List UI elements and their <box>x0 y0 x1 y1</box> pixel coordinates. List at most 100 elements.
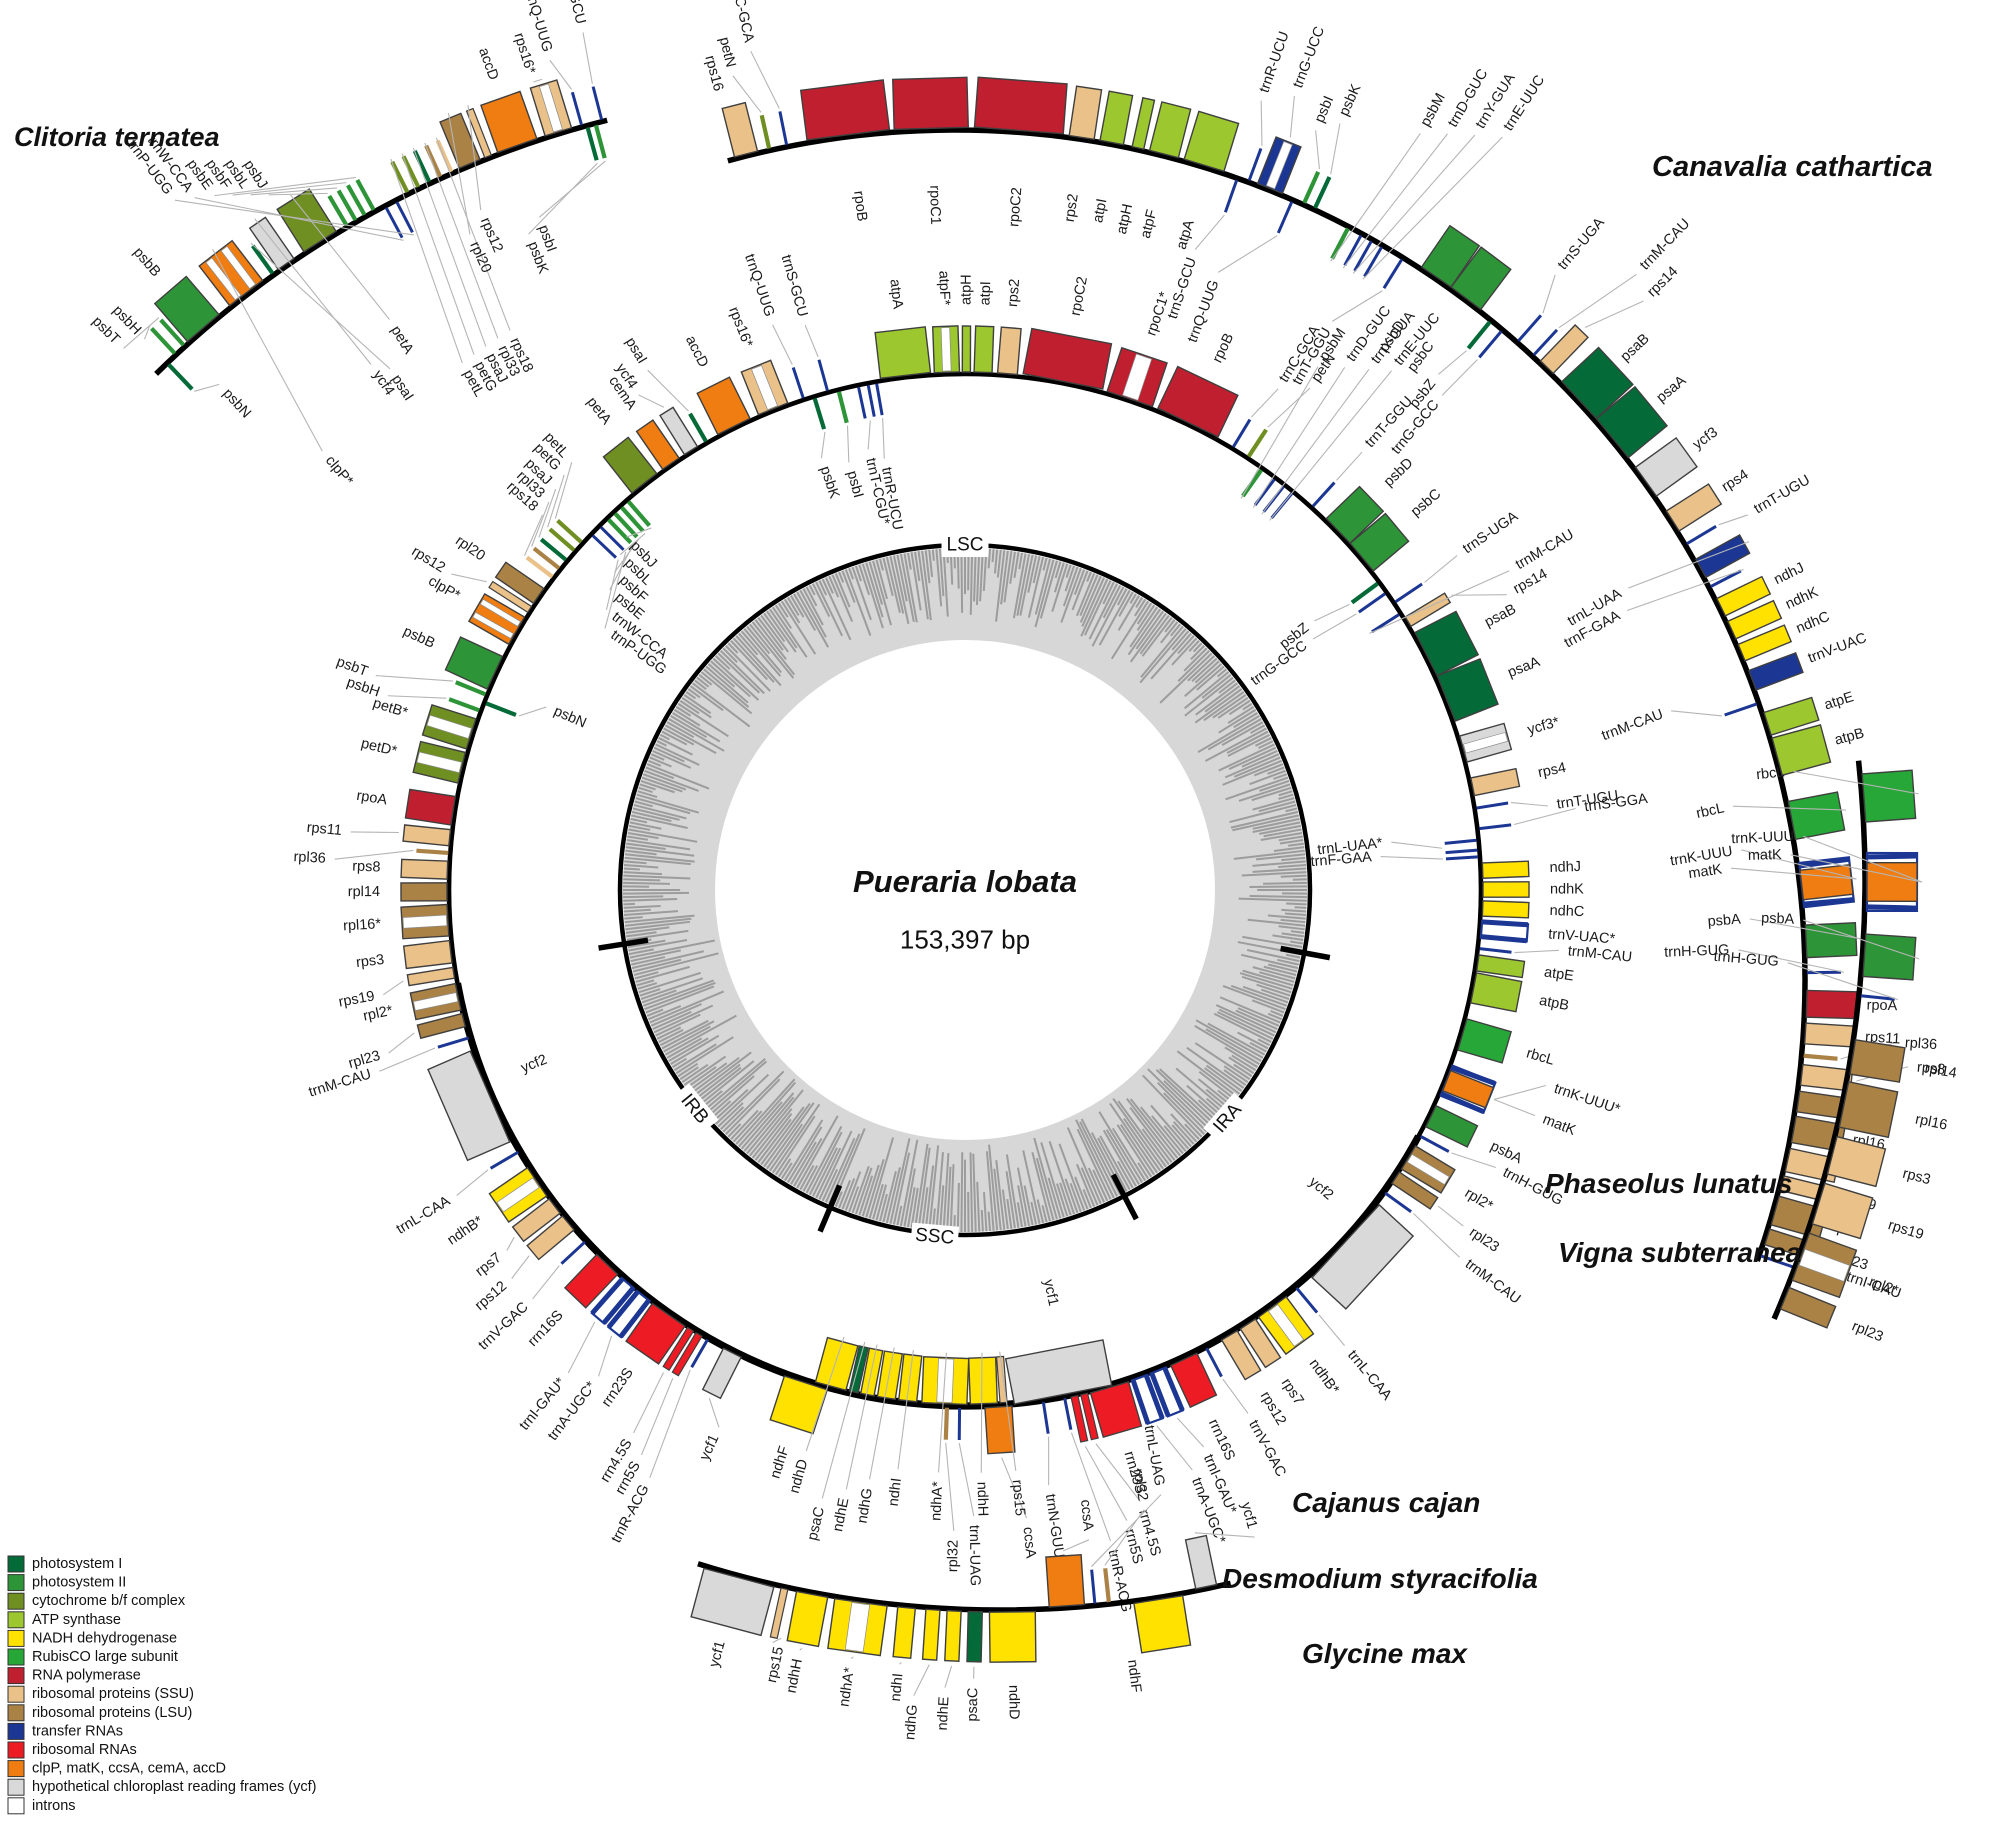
gc-spike <box>1205 1028 1262 1062</box>
gc-spike <box>707 663 736 688</box>
label-pointer <box>1312 613 1357 640</box>
gc-spike <box>634 971 659 980</box>
gc-spike <box>623 874 691 880</box>
gc-spike <box>645 766 675 780</box>
gc-spike <box>851 566 872 621</box>
label-pointer <box>424 142 499 339</box>
gc-spike <box>774 1115 816 1176</box>
gene-label-rps8: rps8 <box>352 858 381 875</box>
gc-spike <box>1176 1050 1239 1098</box>
gc-spike <box>646 763 710 790</box>
label-pointer <box>435 137 511 331</box>
gc-spike <box>1159 1068 1218 1123</box>
gc-spike <box>1259 779 1290 792</box>
gene-label-rps16*: rps16* <box>510 31 538 76</box>
label-pointer <box>554 462 573 519</box>
gc-spike <box>1184 676 1234 717</box>
gene-ycf1 <box>690 1567 775 1637</box>
gene-label-psbI: psbI <box>1312 94 1337 125</box>
gene-rps8 <box>400 858 449 880</box>
gc-spike <box>637 790 658 798</box>
gc-spike <box>746 625 771 655</box>
gene-trnM-CAU <box>1532 328 1559 356</box>
gc-spike <box>683 693 712 714</box>
gc-spike <box>1212 693 1247 719</box>
gene-trnQ-UUG <box>791 367 805 399</box>
gc-spike <box>1059 1182 1072 1216</box>
gc-spike <box>1172 1121 1195 1145</box>
gc-spike <box>1259 824 1302 835</box>
label-pointer <box>538 488 557 538</box>
gene-ndhK <box>1482 881 1530 898</box>
gc-spike <box>1284 912 1307 917</box>
label-pointer <box>850 1656 854 1660</box>
gene-label-ndhE: ndhE <box>935 1696 953 1731</box>
legend: photosystem I photosystem II cytochrome b/… <box>7 1555 317 1815</box>
gene-rrn23S <box>1089 1381 1143 1439</box>
gc-spike <box>757 616 784 651</box>
gc-spike <box>1171 1124 1192 1148</box>
label-pointer <box>597 1335 613 1377</box>
gc-spike <box>1110 600 1150 660</box>
gc-spike <box>910 552 922 611</box>
legend-label: clpP, matK, ccsA, cemA, accD <box>32 1761 226 1777</box>
gene-label-psbB: psbB <box>401 623 438 651</box>
gc-spike <box>1129 606 1159 648</box>
gene-label-rpoC1: rpoC1 <box>926 185 943 225</box>
gc-spike <box>988 1144 999 1231</box>
gc-spike <box>1019 554 1034 616</box>
gc-spike <box>1255 853 1306 861</box>
gc-spike <box>1197 1078 1232 1107</box>
gc-spike <box>1270 1010 1284 1017</box>
gene-rrn23S <box>625 1302 686 1365</box>
label-pointer <box>1451 1152 1497 1169</box>
gene-ndhJ <box>1481 860 1530 879</box>
gc-spike <box>1036 1199 1045 1224</box>
gc-spike <box>1001 1189 1009 1230</box>
gene-atpI <box>973 325 995 374</box>
gc-spike <box>666 1037 703 1059</box>
gc-spike <box>1230 810 1299 829</box>
gene-ycf1 <box>1184 1534 1218 1590</box>
gc-spike <box>649 756 672 768</box>
gene-label-trnQ-UUG: trnQ-UUG <box>741 252 777 319</box>
gene-trnR-UCU <box>875 383 884 416</box>
ring-clitoria: psbNpsbHpsbTpsbBclpP*psaIycf4petApsbJpsb… <box>89 0 608 489</box>
gc-spike <box>1127 608 1162 656</box>
gene-rbcL <box>1787 791 1846 841</box>
gc-spike <box>1039 560 1058 619</box>
gene-label-trnN-GUU: trnN-GUU <box>1042 1493 1067 1559</box>
gc-spike <box>663 727 695 746</box>
gc-spike <box>641 776 683 793</box>
gc-spike <box>675 1036 734 1075</box>
gene-trnG-GCC <box>1357 592 1386 614</box>
gene-label-ycf2: ycf2 <box>1306 1174 1337 1203</box>
legend-swatch-ssu <box>7 1685 25 1703</box>
gene-trnT-CGU* <box>857 386 867 419</box>
gc-spike <box>872 1183 884 1220</box>
gc-spike <box>910 1187 919 1228</box>
gc-spike <box>738 632 759 656</box>
gene-psbD <box>1420 224 1481 289</box>
label-pointer <box>821 1341 866 1499</box>
gc-spike <box>875 1184 888 1221</box>
gc-spike <box>623 910 679 917</box>
gc-spike <box>1242 702 1253 711</box>
gc-spike <box>931 549 935 561</box>
gene-psbJ <box>626 500 652 528</box>
gc-spike <box>1252 797 1295 811</box>
gc-spike <box>799 589 827 638</box>
label-pointer <box>772 1637 782 1643</box>
label-pointer <box>1749 918 1862 940</box>
gc-spike <box>1016 1202 1024 1228</box>
gene-clpP*-intron <box>479 598 521 627</box>
gc-spike <box>625 849 657 856</box>
label-pointer <box>945 1442 955 1531</box>
legend-label: RNA polymerase <box>32 1668 141 1684</box>
gene-label-rps12: rps12 <box>472 1278 510 1314</box>
gc-spike <box>935 549 943 607</box>
label-pointer <box>383 980 404 996</box>
gene-rps16 <box>721 101 759 158</box>
gc-spike <box>656 740 667 747</box>
gene-psbF <box>346 184 367 216</box>
